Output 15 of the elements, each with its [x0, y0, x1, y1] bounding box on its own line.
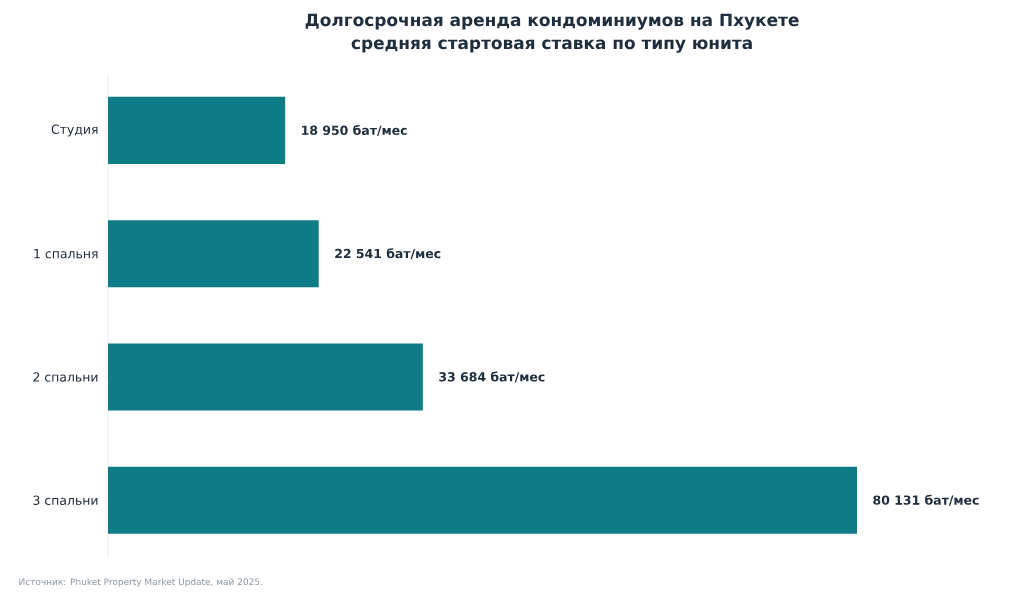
- chart-subtitle: средняя стартовая ставка по типу юнита: [351, 39, 752, 53]
- bar: [108, 343, 423, 411]
- bar: [108, 96, 286, 165]
- data-label: 33 684 бат/мес: [439, 371, 545, 383]
- y-tick-label: 1 спальня: [34, 249, 98, 259]
- bar: [108, 220, 319, 288]
- y-tick-label: 3 спальни: [33, 495, 98, 505]
- data-label: 22 541 бат/мес: [335, 248, 441, 260]
- y-tick-label: Студия: [51, 124, 98, 137]
- data-label: 18 950 бат/мес: [302, 124, 407, 136]
- chart-title: Долгосрочная аренда кондоминиумов на Пхукете: [305, 13, 799, 30]
- bar: [108, 466, 858, 534]
- text: Источник: Phuket Property Market Update, май 2025.: [19, 578, 262, 587]
- y-tick-label: 2 спальни: [33, 372, 98, 382]
- data-label: 80 131 бат/мес: [873, 494, 979, 506]
